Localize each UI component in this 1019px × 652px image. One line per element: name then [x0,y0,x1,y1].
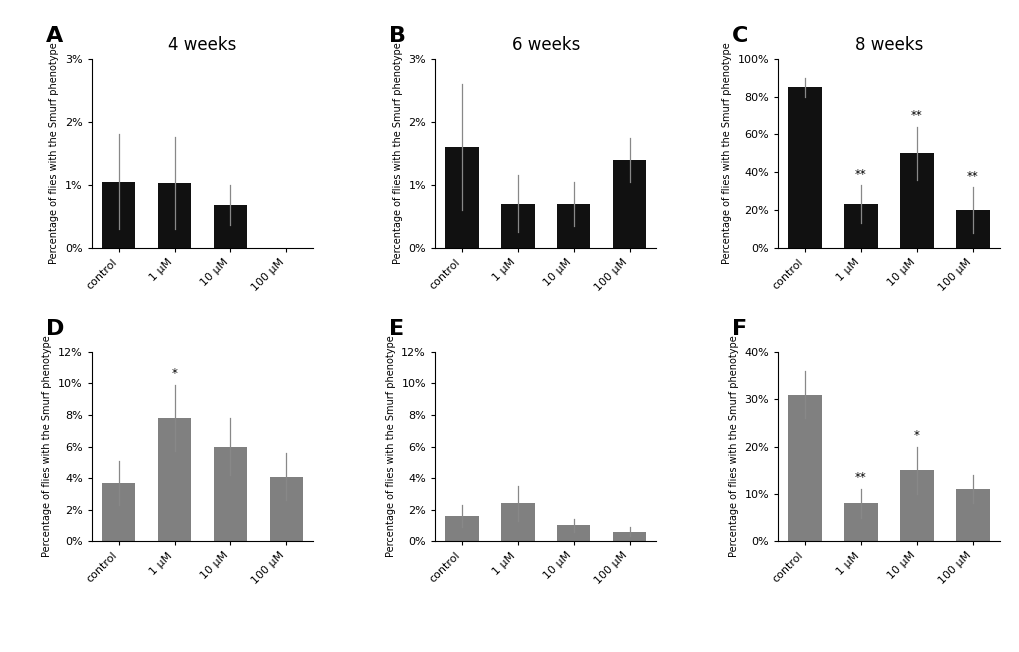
Y-axis label: Percentage of flies with the Smurf phenotype: Percentage of flies with the Smurf pheno… [385,336,395,557]
Y-axis label: Percentage of flies with the Smurf phenotype: Percentage of flies with the Smurf pheno… [49,42,59,264]
Text: **: ** [854,471,866,484]
Title: 6 weeks: 6 weeks [511,37,580,54]
Y-axis label: Percentage of flies with the Smurf phenotype: Percentage of flies with the Smurf pheno… [721,42,732,264]
Bar [500,203,534,248]
Bar [102,182,136,248]
Bar [556,526,590,541]
Text: E: E [388,319,404,339]
Bar [899,153,932,248]
Bar [844,204,877,248]
Bar [102,483,136,541]
Bar [158,183,192,248]
Text: C: C [732,25,748,46]
Title: 8 weeks: 8 weeks [854,37,922,54]
Text: **: ** [966,170,977,183]
Bar [955,489,988,541]
Text: *: * [171,367,177,380]
Text: **: ** [910,109,922,122]
Bar [788,87,821,248]
Bar [612,531,646,541]
Y-axis label: Percentage of flies with the Smurf phenotype: Percentage of flies with the Smurf pheno… [729,336,738,557]
Bar [556,203,590,248]
Text: *: * [913,429,919,442]
Bar [788,394,821,541]
Bar [899,470,932,541]
Bar [444,147,478,248]
Text: D: D [46,319,64,339]
Bar [269,477,303,541]
Bar [158,418,192,541]
Bar [500,503,534,541]
Y-axis label: Percentage of flies with the Smurf phenotype: Percentage of flies with the Smurf pheno… [43,336,52,557]
Text: **: ** [854,168,866,181]
Text: A: A [46,25,63,46]
Bar [844,503,877,541]
Title: 4 weeks: 4 weeks [168,37,236,54]
Bar [444,516,478,541]
Bar [612,160,646,248]
Bar [213,205,247,248]
Text: B: B [388,25,406,46]
Bar [213,447,247,541]
Text: F: F [732,319,747,339]
Y-axis label: Percentage of flies with the Smurf phenotype: Percentage of flies with the Smurf pheno… [392,42,403,264]
Bar [955,210,988,248]
